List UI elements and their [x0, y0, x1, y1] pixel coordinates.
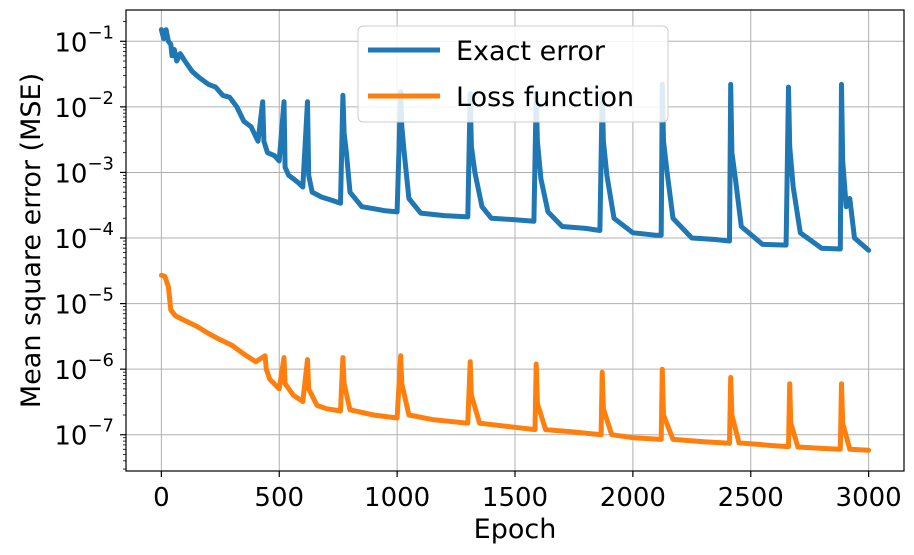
y-tick-label: 10−2	[54, 88, 114, 124]
x-tick-label: 3000	[836, 483, 902, 513]
y-tick-labels: 10−7 10−6 10−5 10−4 10−3 10−2 10−1	[54, 22, 114, 451]
legend-label: Exact error	[456, 36, 606, 67]
x-axis-label: Epoch	[474, 514, 557, 545]
x-tick-label: 2000	[600, 483, 666, 513]
x-tick-label: 1000	[364, 483, 430, 513]
y-tick-label: 10−1	[54, 22, 114, 58]
legend: Exact error Loss function	[357, 25, 669, 123]
series-layer	[158, 27, 872, 453]
y-tick-label: 10−7	[54, 416, 114, 452]
x-tick-label: 2500	[718, 483, 784, 513]
ticks	[120, 21, 870, 477]
series-line-exact-error	[158, 27, 872, 253]
x-tick-label: 1500	[482, 483, 548, 513]
y-axis-label: Mean square error (MSE)	[16, 73, 47, 408]
y-tick-label: 10−5	[54, 285, 114, 321]
y-tick-label: 10−3	[54, 153, 114, 189]
y-tick-label: 10−4	[54, 219, 114, 255]
y-tick-label: 10−6	[54, 350, 114, 386]
x-tick-labels: 0 500 1000 1500 2000 2500 3000	[153, 483, 902, 513]
x-tick-label: 0	[153, 483, 170, 513]
x-tick-label: 500	[254, 483, 304, 513]
series-line-loss-function	[158, 272, 872, 453]
legend-label: Loss function	[456, 82, 634, 113]
